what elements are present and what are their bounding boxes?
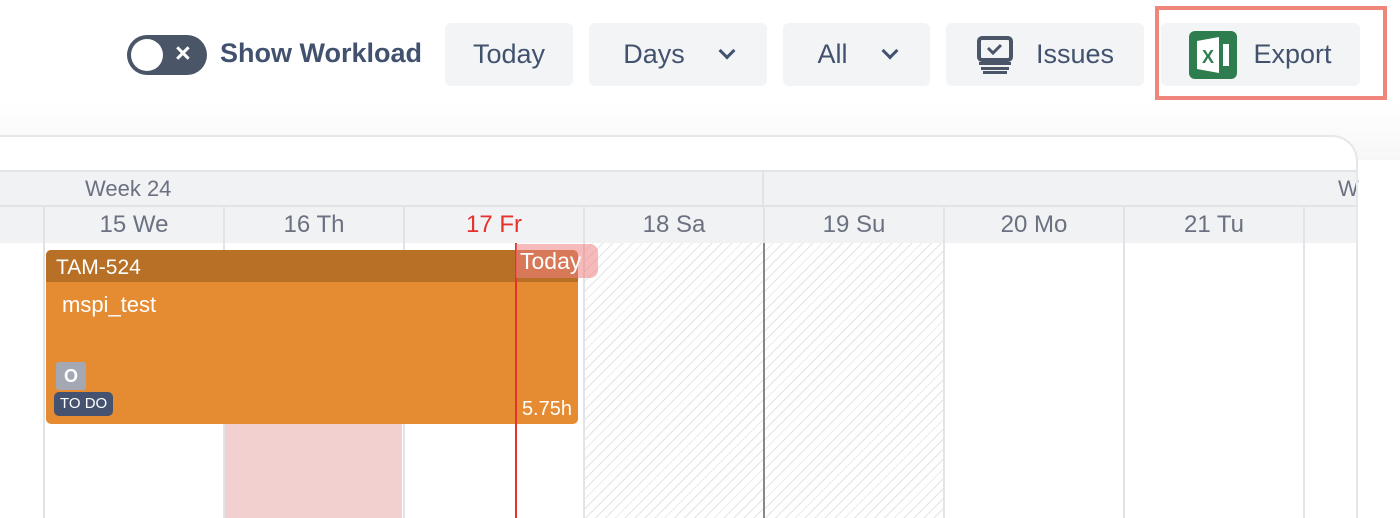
issues-icon — [976, 35, 1013, 74]
today-button-label: Today — [472, 39, 546, 69]
day-column-prev — [0, 243, 43, 518]
task-title: mspi_test — [62, 292, 157, 317]
issues-button[interactable]: Issues — [946, 23, 1144, 86]
task-key: TAM-524 — [56, 256, 141, 279]
assignee-initial: O — [63, 366, 78, 386]
export-button-label: Export — [1253, 39, 1332, 69]
weekend-column[interactable] — [763, 243, 943, 518]
day-column[interactable] — [1123, 243, 1303, 518]
week-header-row — [0, 170, 1356, 207]
svg-text:X: X — [1202, 47, 1214, 67]
filter-select-value: All — [817, 39, 848, 69]
day-header[interactable]: 15 We — [43, 207, 223, 243]
day-label: 20 Mo — [1000, 211, 1068, 238]
today-marker: Today — [516, 244, 598, 278]
grid-right-border — [1356, 170, 1358, 518]
day-label: 19 Su — [822, 211, 886, 238]
chevron-down-icon — [718, 42, 736, 59]
workload-overload-block — [225, 424, 402, 518]
filter-select[interactable]: All — [783, 23, 930, 86]
task-estimate: 5.75h — [521, 398, 572, 420]
today-button[interactable]: Today — [445, 23, 573, 86]
day-label: 21 Tu — [1183, 211, 1245, 238]
day-header[interactable]: 18 Sa — [583, 207, 763, 243]
close-icon: × — [175, 38, 191, 68]
status-label: TO DO — [60, 395, 108, 412]
day-label: 17 Fr — [465, 211, 522, 238]
day-column[interactable] — [943, 243, 1123, 518]
issues-button-label: Issues — [1035, 39, 1115, 69]
today-marker-label: Today — [520, 248, 582, 274]
today-line — [515, 243, 517, 518]
task-card[interactable]: TAM-524 mspi_test O TO DO 5.75h — [46, 250, 578, 424]
day-header-next — [1303, 207, 1356, 243]
view-select-value: Days — [623, 39, 685, 69]
day-header[interactable]: 21 Tu — [1123, 207, 1303, 243]
day-header-prev — [0, 207, 43, 243]
excel-icon: X — [1189, 30, 1238, 79]
day-label: 16 Th — [283, 211, 345, 238]
day-header[interactable]: 20 Mo — [943, 207, 1123, 243]
status-badge: TO DO — [54, 392, 114, 416]
toggle-knob — [131, 39, 163, 71]
task-header — [46, 250, 578, 282]
next-week-label: W — [1338, 176, 1359, 201]
day-column[interactable] — [43, 243, 223, 518]
assignee-avatar: O — [56, 362, 86, 390]
day-header[interactable]: 19 Su — [763, 207, 943, 243]
week-label: Week 24 — [85, 176, 172, 201]
weekend-column[interactable] — [583, 243, 763, 518]
export-highlight — [1155, 6, 1387, 100]
day-column-next — [1303, 243, 1356, 518]
day-label: 15 We — [99, 211, 169, 238]
week-divider — [762, 170, 764, 207]
show-workload-toggle[interactable]: × — [127, 35, 207, 75]
day-label: 18 Sa — [642, 211, 706, 238]
day-header[interactable]: 17 Fr — [403, 207, 583, 243]
chevron-down-icon — [881, 42, 898, 59]
show-workload-label: Show Workload — [220, 38, 423, 68]
view-select[interactable]: Days — [589, 23, 767, 86]
export-button[interactable]: X Export — [1161, 23, 1360, 86]
day-header[interactable]: 16 Th — [223, 207, 403, 243]
